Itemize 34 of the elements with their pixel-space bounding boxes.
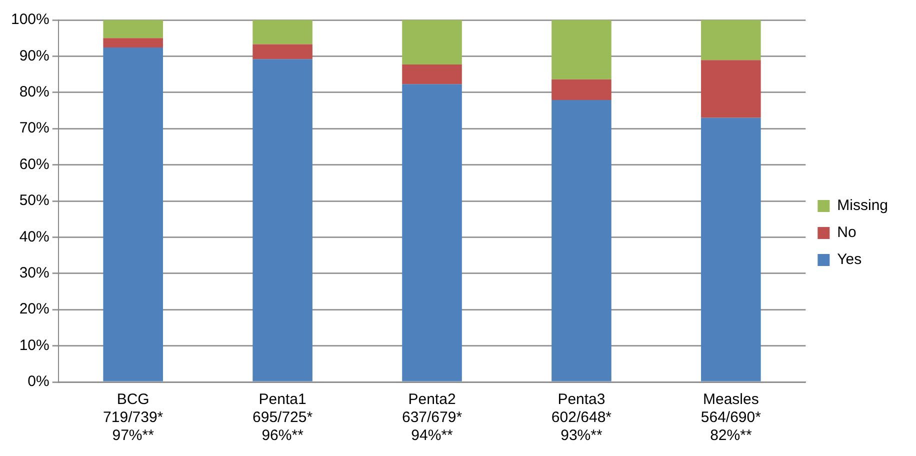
bar xyxy=(103,48,163,382)
bar xyxy=(552,79,612,100)
bar xyxy=(103,20,163,38)
y-tick-label: 30% xyxy=(19,264,50,282)
bar xyxy=(402,20,462,65)
y-tick-label: 20% xyxy=(19,300,50,318)
bar xyxy=(701,118,761,382)
x-tick-label: Penta1 695/725* 96%** xyxy=(252,391,313,444)
legend-label: Missing xyxy=(837,197,888,214)
bar xyxy=(252,44,312,60)
legend-label: Yes xyxy=(837,251,862,268)
bar xyxy=(252,59,312,382)
bar xyxy=(552,20,612,80)
y-tick-label: 10% xyxy=(19,336,50,354)
bar xyxy=(252,20,312,44)
bar xyxy=(552,100,612,382)
bar xyxy=(701,20,761,60)
y-tick-label: 40% xyxy=(19,228,50,246)
y-tick-label: 60% xyxy=(19,156,50,173)
y-tick-label: 50% xyxy=(19,192,50,210)
y-tick-label: 100% xyxy=(10,11,50,28)
bar xyxy=(402,84,462,382)
bar xyxy=(402,64,462,84)
y-tick-label: 70% xyxy=(19,120,50,137)
bar xyxy=(103,38,163,48)
x-tick-label: Penta3 602/648* 93%** xyxy=(551,391,612,444)
y-tick-label: 90% xyxy=(19,47,50,64)
y-tick-label: 0% xyxy=(28,373,50,390)
x-tick-label: BCG 719/739* 97%** xyxy=(103,391,164,444)
x-tick-label: Measles 564/690* 82%** xyxy=(700,391,762,444)
bar xyxy=(701,60,761,118)
legend-label: No xyxy=(837,224,856,242)
x-tick-label: Penta2 637/679* 94%** xyxy=(402,391,462,444)
y-tick-label: 80% xyxy=(19,84,50,101)
